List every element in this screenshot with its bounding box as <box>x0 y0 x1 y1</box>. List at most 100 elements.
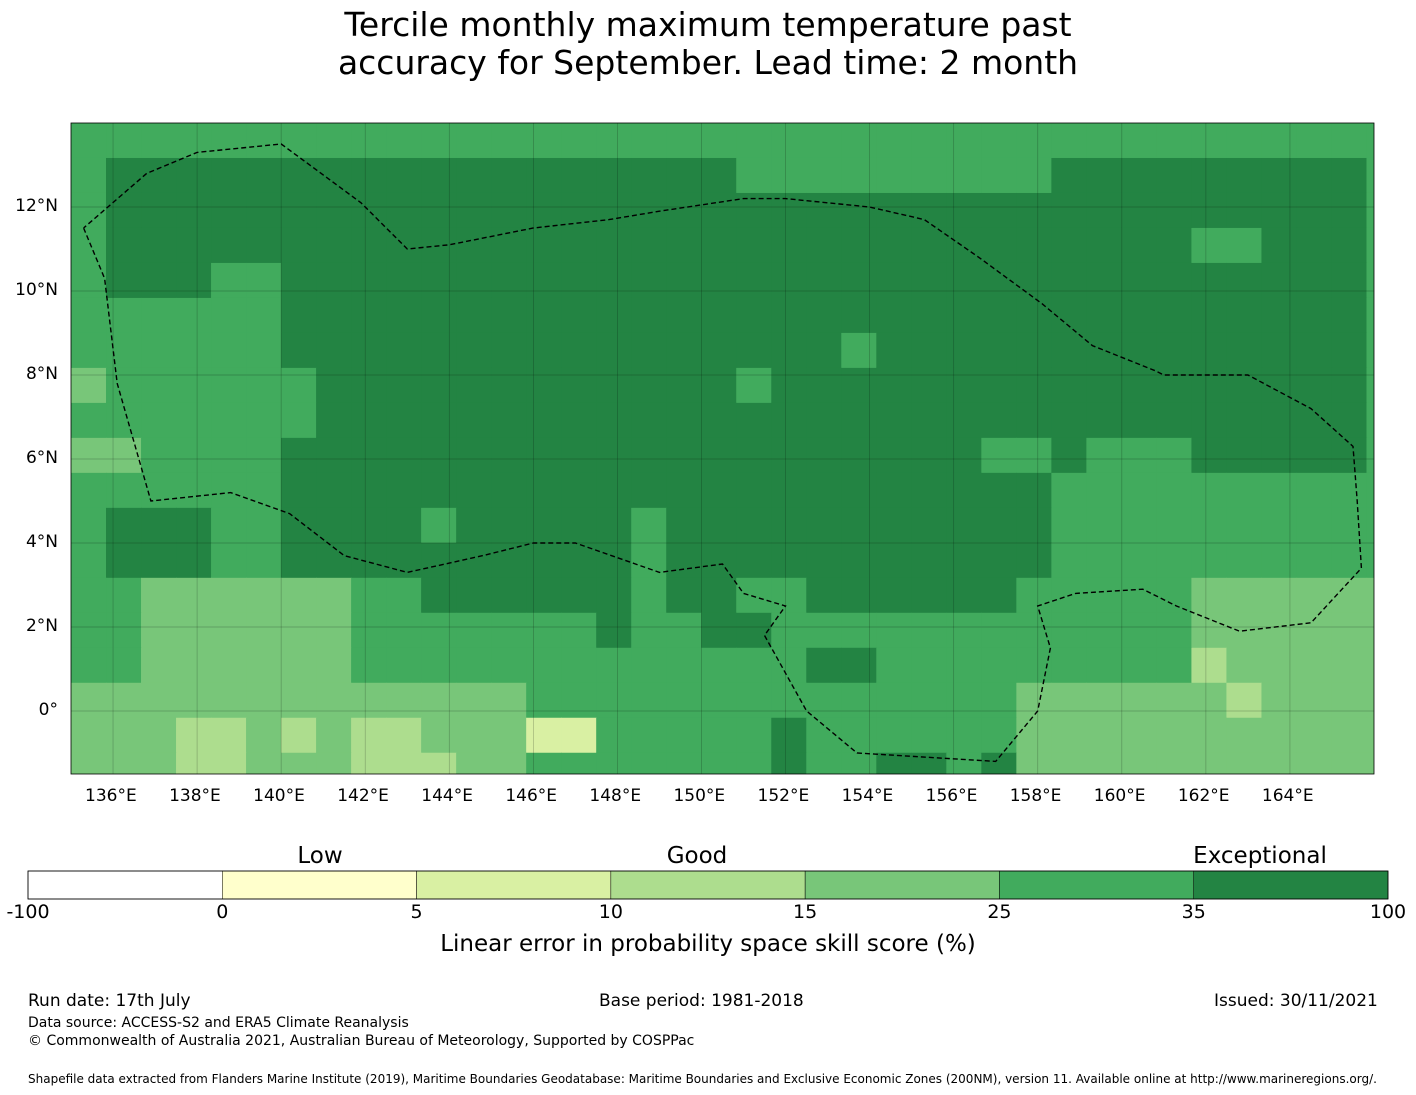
grid-cell <box>1051 542 1087 579</box>
grid-cell <box>1366 577 1374 614</box>
grid-cell <box>1086 472 1122 509</box>
grid-cell <box>386 577 422 614</box>
grid-cell <box>421 472 457 509</box>
grid-cell <box>631 157 667 194</box>
grid-cell <box>351 717 387 754</box>
latitude-label: 4°N <box>25 532 58 552</box>
grid-cell <box>1121 752 1157 774</box>
grid-cell <box>701 647 737 684</box>
grid-cell <box>526 262 562 299</box>
grid-cell <box>351 192 387 229</box>
grid-cell <box>421 612 457 649</box>
grid-cell <box>736 577 772 614</box>
grid-cell <box>666 577 702 614</box>
colorbar-tick-label: 0 <box>216 901 229 923</box>
grid-cell <box>946 437 982 474</box>
grid-cell <box>596 647 632 684</box>
grid-cell <box>71 682 107 719</box>
grid-cell <box>1366 682 1374 719</box>
colorbar-bin <box>999 870 1194 900</box>
grid-cell <box>1261 647 1298 684</box>
graticule <box>71 123 1374 774</box>
grid-cell <box>806 507 842 544</box>
grid-cell <box>141 752 177 774</box>
grid-cell <box>771 717 807 754</box>
grid-cell <box>71 367 107 404</box>
grid-cell <box>666 297 702 334</box>
grid-cell <box>1016 367 1052 404</box>
grid-cell <box>1121 227 1157 264</box>
grid-cell <box>981 157 1017 194</box>
grid-cell <box>316 297 352 334</box>
grid-cell <box>386 262 422 299</box>
longitude-label: 156°E <box>925 786 978 806</box>
grid-cell <box>806 123 842 159</box>
grid-cell <box>351 577 387 614</box>
grid-cell <box>281 717 317 754</box>
grid-cell <box>876 542 912 579</box>
grid-cell <box>666 612 702 649</box>
grid-cell <box>771 752 807 774</box>
skill-score-map <box>70 122 1416 824</box>
grid-cell <box>771 437 807 474</box>
longitude-label: 138°E <box>169 786 221 806</box>
latitude-label: 12°N <box>15 196 58 216</box>
grid-cell <box>421 297 457 334</box>
grid-cell <box>1401 578 1416 614</box>
title-line-1: Tercile monthly maximum temperature past <box>344 5 1072 44</box>
grid-cell <box>1016 402 1052 439</box>
grid-cell <box>211 297 247 334</box>
grid-cell <box>631 227 667 264</box>
grid-cell <box>561 717 597 754</box>
grid-cell <box>211 157 247 194</box>
grid-cell <box>491 367 527 404</box>
grid-cell <box>1156 123 1193 159</box>
grid-cell <box>386 332 422 369</box>
grid-cell <box>1156 542 1193 579</box>
grid-cell <box>736 507 772 544</box>
grid-cell <box>1226 752 1263 774</box>
grid-cell <box>421 157 457 194</box>
grid-cell <box>1051 367 1087 404</box>
grid-cell <box>1086 752 1122 774</box>
grid-cell <box>736 157 772 194</box>
grid-cell <box>1331 367 1368 404</box>
grid-cell <box>456 507 492 544</box>
grid-cell <box>1331 717 1368 754</box>
grid-cell <box>246 367 282 404</box>
grid-cell <box>1051 717 1087 754</box>
grid-cell <box>71 262 107 299</box>
grid-cell <box>666 123 702 159</box>
grid-cell <box>141 262 177 299</box>
grid-cell <box>1366 507 1374 544</box>
grid-cell <box>666 157 702 194</box>
colorbar-bin <box>27 870 223 900</box>
grid-cell <box>876 227 912 264</box>
grid-cell <box>981 227 1017 264</box>
grid-cell <box>876 123 912 159</box>
grid-cell <box>1296 297 1333 334</box>
grid-cell <box>1121 542 1157 579</box>
grid-cell <box>106 682 142 719</box>
grid-cell <box>1226 717 1263 754</box>
grid-cell <box>211 577 247 614</box>
grid-cell <box>1191 367 1228 404</box>
grid-cell <box>351 227 387 264</box>
grid-cell <box>701 682 737 719</box>
grid-cell <box>176 437 212 474</box>
grid-cell <box>1331 472 1368 509</box>
grid-cell <box>246 123 282 159</box>
grid-cell <box>71 577 107 614</box>
grid-cell <box>386 788 422 824</box>
grid-cell <box>1086 717 1122 754</box>
grid-cell <box>281 297 317 334</box>
grid-cell <box>1016 332 1052 369</box>
grid-cell <box>1156 367 1193 404</box>
grid-cell <box>1051 157 1087 194</box>
grid-cell <box>71 647 107 684</box>
grid-cell <box>141 367 177 404</box>
grid-cell <box>596 682 632 719</box>
grid-cell <box>281 157 317 194</box>
grid-cell <box>666 542 702 579</box>
grid-cell <box>561 157 597 194</box>
